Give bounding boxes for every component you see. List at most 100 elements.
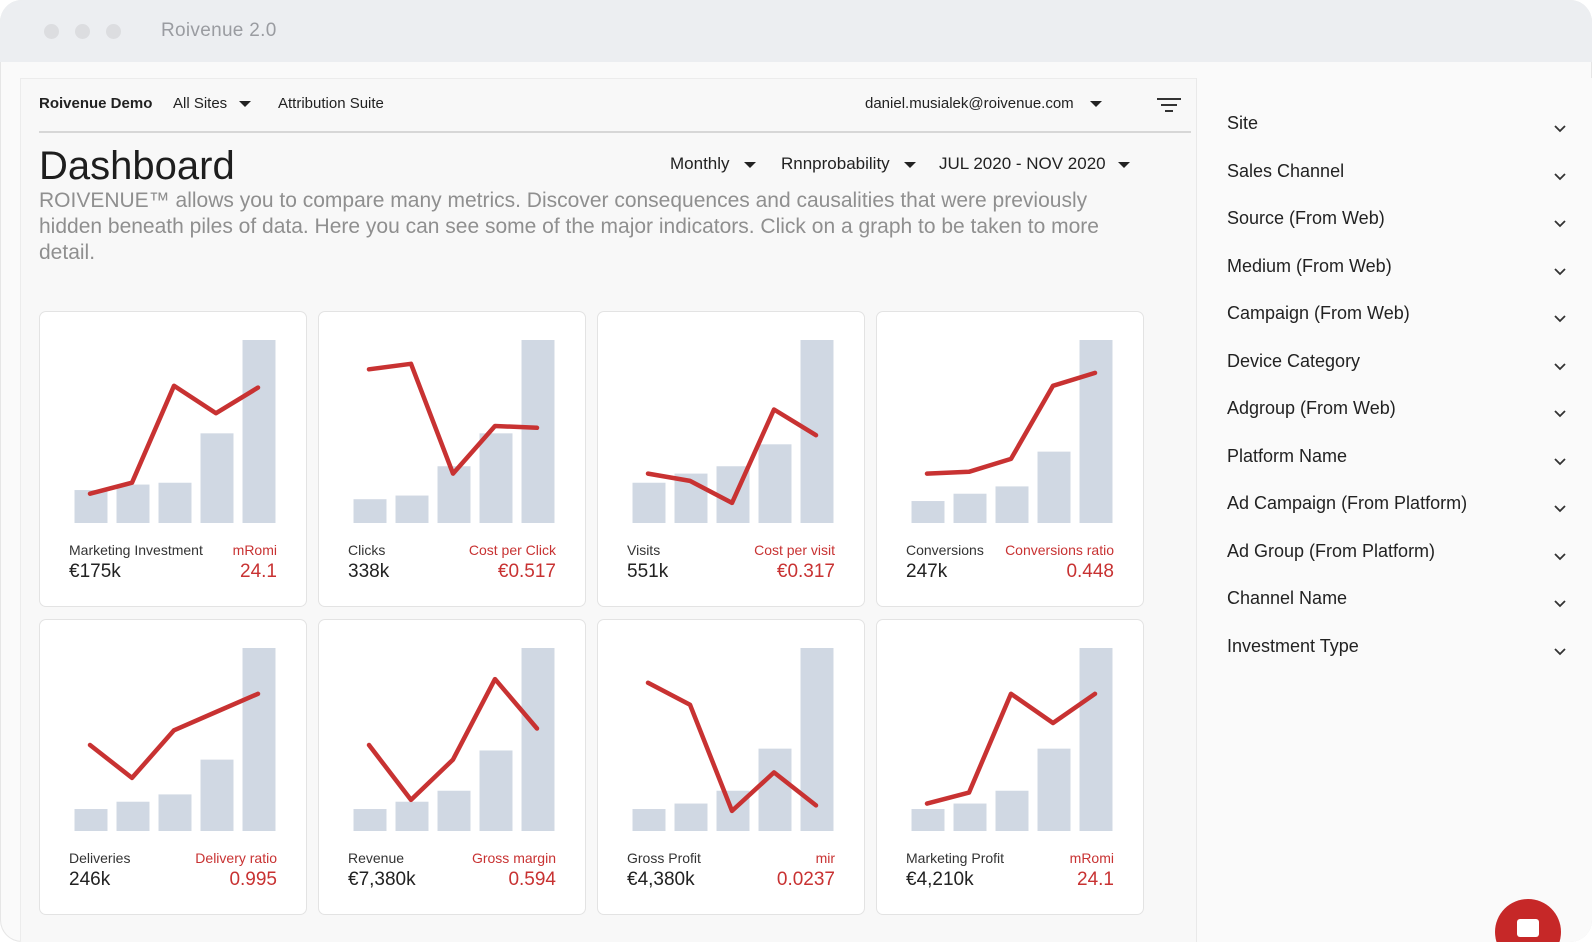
- caret-down-icon: [744, 161, 757, 168]
- chart-bar: [911, 809, 945, 831]
- metric-card[interactable]: Deliveries 246k Delivery ratio 0.995: [39, 619, 307, 915]
- chart-bar: [437, 466, 471, 523]
- caret-down-icon: [904, 161, 917, 168]
- chart-bar: [242, 648, 276, 831]
- filter-sidebar: Site Sales Channel Source (From Web) Medium…: [1196, 78, 1592, 942]
- metric-value: €4,210k: [906, 869, 974, 890]
- filter-item[interactable]: Sales Channel: [1227, 161, 1567, 201]
- chevron-down-icon: [1554, 600, 1566, 608]
- ratio-value: 0.594: [508, 869, 556, 890]
- chart-bar: [800, 340, 834, 523]
- ratio-value: 0.448: [1066, 561, 1114, 582]
- metric-card[interactable]: Gross Profit €4,380k mir 0.0237: [597, 619, 865, 915]
- metric-card[interactable]: Conversions 247k Conversions ratio 0.448: [876, 311, 1144, 607]
- chart-bar: [200, 433, 234, 523]
- caret-down-icon: [1118, 161, 1131, 168]
- chevron-down-icon: [1554, 315, 1566, 323]
- chart-bar: [758, 444, 792, 523]
- ratio-label: mRomi: [232, 542, 277, 558]
- ratio-label: mir: [815, 850, 835, 866]
- filter-label: Campaign (From Web): [1227, 303, 1410, 323]
- chevron-down-icon: [1554, 457, 1566, 465]
- period-dropdown[interactable]: Monthly: [670, 154, 757, 174]
- metric-card[interactable]: Revenue €7,380k Gross margin 0.594: [318, 619, 586, 915]
- maximize-window-button[interactable]: [106, 24, 121, 39]
- chart-bar: [953, 803, 987, 831]
- metric-card[interactable]: Marketing Investment €175k mRomi 24.1: [39, 311, 307, 607]
- daterange-dropdown[interactable]: JUL 2020 - NOV 2020: [939, 154, 1131, 174]
- chevron-down-icon: [1554, 362, 1566, 370]
- filter-item[interactable]: Adgroup (From Web): [1227, 398, 1567, 438]
- chevron-down-icon: [1554, 647, 1566, 655]
- chart-bar: [353, 499, 387, 523]
- filter-item[interactable]: Source (From Web): [1227, 208, 1567, 248]
- chart-bar: [116, 801, 150, 831]
- chart-bar: [953, 493, 987, 523]
- metric-value: 247k: [906, 561, 948, 582]
- metric-label: Deliveries: [69, 850, 131, 866]
- filter-item[interactable]: Ad Group (From Platform): [1227, 541, 1567, 581]
- minimize-window-button[interactable]: [75, 24, 90, 39]
- sites-dropdown[interactable]: All Sites: [173, 95, 252, 112]
- chart-line: [924, 691, 1098, 806]
- filter-label: Medium (From Web): [1227, 255, 1392, 276]
- filter-item[interactable]: Investment Type: [1227, 636, 1567, 676]
- filter-label: Sales Channel: [1227, 160, 1345, 181]
- metric-value: €4,380k: [627, 869, 695, 890]
- chart-bar: [911, 501, 945, 523]
- filter-item[interactable]: Campaign (From Web): [1227, 303, 1567, 343]
- ratio-label: Conversions ratio: [1005, 542, 1114, 558]
- window-title: Roivenue 2.0: [161, 20, 277, 41]
- ratio-value: 24.1: [240, 561, 277, 582]
- chart-bar: [632, 809, 666, 831]
- ratio-value: €0.517: [497, 561, 556, 582]
- metric-card[interactable]: Marketing Profit €4,210k mRomi 24.1: [876, 619, 1144, 915]
- filter-item[interactable]: Device Category: [1227, 351, 1567, 391]
- daterange-label: JUL 2020 - NOV 2020: [939, 154, 1106, 173]
- metric-card[interactable]: Clicks 338k Cost per Click €0.517: [318, 311, 586, 607]
- chevron-down-icon: [1554, 172, 1566, 180]
- ratio-value: 24.1: [1077, 869, 1114, 890]
- close-window-button[interactable]: [44, 24, 59, 39]
- filter-label: Site: [1227, 113, 1259, 133]
- chart-bar: [353, 809, 387, 831]
- chevron-down-icon: [1554, 505, 1566, 513]
- metric-chart: [911, 648, 1113, 831]
- chart-bar: [800, 648, 834, 831]
- filter-label: Device Category: [1227, 350, 1361, 371]
- metric-value: €175k: [69, 561, 121, 582]
- main-content: Roivenue Demo All Sites Attribution Suit…: [20, 78, 1197, 942]
- page-title: Dashboard: [39, 144, 235, 188]
- filter-label: Channel Name: [1227, 588, 1348, 608]
- chart-bar: [1037, 451, 1071, 523]
- chart-bar: [116, 484, 150, 523]
- page-description: ROIVENUE™ allows you to compare many met…: [39, 189, 1099, 264]
- metric-label: Conversions: [906, 542, 984, 558]
- metric-label: Revenue: [348, 850, 405, 866]
- ratio-value: 0.995: [229, 869, 277, 890]
- brand-link[interactable]: Roivenue Demo: [39, 95, 153, 112]
- chart-line: [645, 680, 819, 814]
- metric-value: 338k: [348, 561, 390, 582]
- user-menu[interactable]: daniel.musialek@roivenue.com: [865, 95, 1102, 112]
- title-bar: Roivenue 2.0: [0, 0, 1592, 62]
- chart-bar: [521, 648, 555, 831]
- chart-line: [366, 361, 540, 476]
- filter-label: Ad Campaign (From Platform): [1227, 493, 1468, 513]
- filter-item[interactable]: Site: [1227, 113, 1567, 153]
- filter-item[interactable]: Medium (From Web): [1227, 256, 1567, 296]
- metric-chart: [74, 340, 276, 523]
- chart-bar: [1079, 340, 1113, 523]
- chart-line: [645, 407, 819, 506]
- model-dropdown[interactable]: Rnnprobability: [781, 154, 917, 174]
- filter-icon[interactable]: [1157, 97, 1181, 115]
- filter-item[interactable]: Channel Name: [1227, 588, 1567, 628]
- metric-card[interactable]: Visits 551k Cost per visit €0.317: [597, 311, 865, 607]
- metric-label: Marketing Investment: [69, 542, 203, 558]
- chart-bar: [437, 790, 471, 831]
- filter-item[interactable]: Platform Name: [1227, 446, 1567, 486]
- chevron-down-icon: [1554, 552, 1566, 560]
- filter-item[interactable]: Ad Campaign (From Platform): [1227, 493, 1567, 533]
- attribution-suite-link[interactable]: Attribution Suite: [278, 95, 384, 112]
- metric-value: €7,380k: [348, 869, 416, 890]
